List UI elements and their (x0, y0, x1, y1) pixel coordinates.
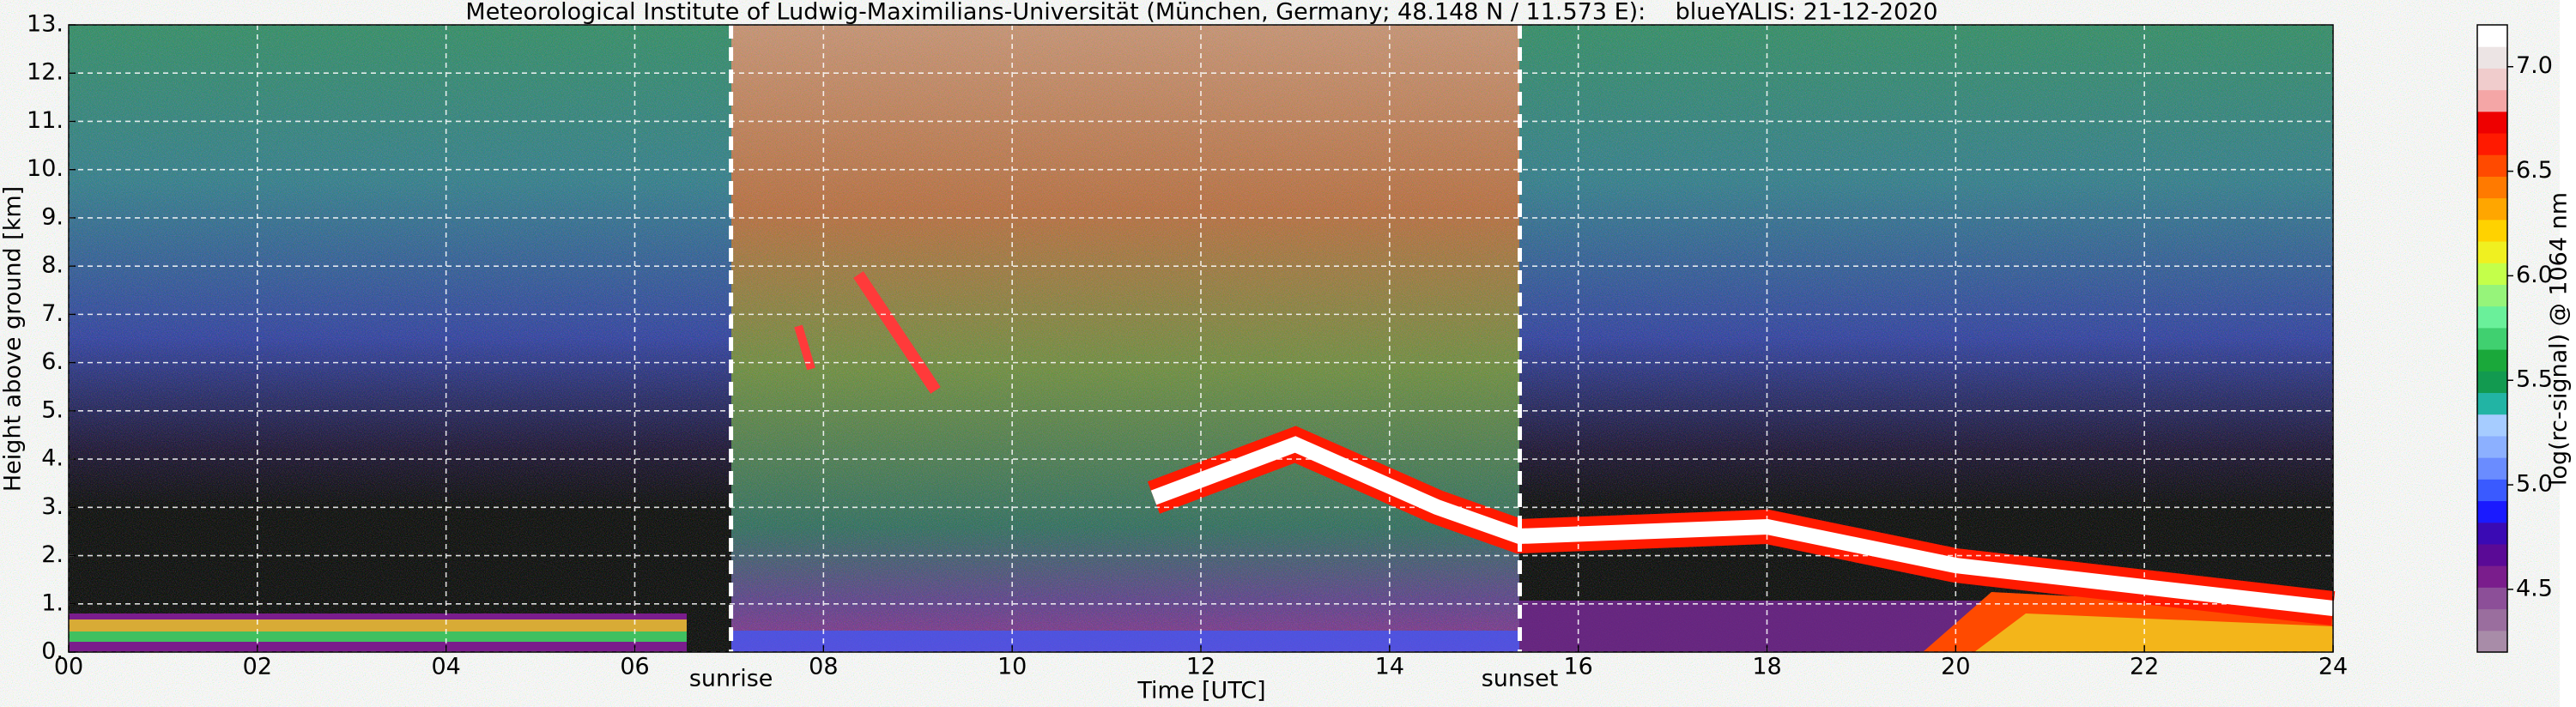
y-axis-label: Height above ground [km] (0, 186, 27, 492)
colorbar-segment (2477, 176, 2507, 199)
colorbar-segment (2477, 630, 2507, 653)
annotation-label: sunset (1482, 666, 1559, 692)
colorbar-segment (2477, 25, 2507, 47)
x-tick-label: 02 (243, 654, 272, 680)
colorbar-segment (2477, 219, 2507, 242)
colorbar-tick-label: 6.0 (2516, 262, 2553, 288)
y-tick-label: 9. (41, 203, 64, 230)
colorbar-segment (2477, 543, 2507, 566)
x-tick-label: 16 (1563, 654, 1592, 680)
x-tick-label: 24 (2318, 654, 2348, 680)
x-tick-label: 18 (1752, 654, 1781, 680)
y-tick-label: 4. (41, 445, 64, 472)
colorbar-segment (2477, 154, 2507, 177)
y-tick-label: 1. (41, 589, 64, 616)
annotation-label: sunrise (689, 666, 773, 692)
colorbar-segment (2477, 349, 2507, 372)
x-tick-label: 22 (2130, 654, 2159, 680)
colorbar-segment (2477, 111, 2507, 134)
y-tick-label: 6. (41, 348, 64, 375)
chart-title: Meteorological Institute of Ludwig-Maxim… (465, 0, 1937, 26)
x-tick-label: 14 (1375, 654, 1404, 680)
colorbar-label: log(rc-signal) @ 1064 nm (2546, 192, 2573, 486)
colorbar-segment (2477, 305, 2507, 329)
y-tick-label: 11. (27, 107, 64, 134)
plot-frame (68, 24, 2334, 653)
colorbar-segment (2477, 500, 2507, 523)
x-tick-label: 06 (620, 654, 649, 680)
y-tick-label: 3. (41, 493, 64, 520)
colorbar-tick-label: 5.5 (2516, 366, 2553, 393)
y-tick-label: 5. (41, 396, 64, 423)
colorbar-segment (2477, 479, 2507, 502)
colorbar-segment (2477, 608, 2507, 631)
colorbar-segment (2477, 414, 2507, 437)
y-tick-label: 2. (41, 541, 64, 568)
colorbar-segment (2477, 46, 2507, 69)
colorbar-segment (2477, 68, 2507, 91)
colorbar-segment (2477, 565, 2507, 588)
colorbar-segment (2477, 435, 2507, 458)
colorbar-segment (2477, 241, 2507, 263)
colorbar-segment (2477, 89, 2507, 112)
colorbar-segment (2477, 371, 2507, 394)
colorbar-segment (2477, 263, 2507, 285)
y-tick-label: 12. (27, 59, 64, 86)
y-tick-label: 8. (41, 252, 64, 279)
y-tick-label: 10. (27, 155, 64, 182)
colorbar-tick-label: 4.5 (2516, 575, 2553, 601)
colorbar-segment (2477, 587, 2507, 610)
colorbar-tick-label: 7.0 (2516, 52, 2553, 79)
y-tick-label: 13. (27, 11, 64, 38)
x-tick-label: 20 (1941, 654, 1970, 680)
y-tick-label: 7. (41, 300, 64, 327)
colorbar-segment (2477, 457, 2507, 480)
x-tick-label: 08 (809, 654, 838, 680)
colorbar-segment (2477, 522, 2507, 545)
y-tick-label: 0. (41, 638, 64, 665)
x-axis-label: Time [UTC] (1136, 678, 1265, 704)
colorbar-segment (2477, 327, 2507, 350)
colorbar-frame (2476, 24, 2508, 653)
colorbar-tick-label: 6.5 (2516, 157, 2553, 184)
colorbar-segment (2477, 133, 2507, 155)
colorbar-segment (2477, 392, 2507, 415)
x-tick-label: 00 (54, 654, 83, 680)
colorbar-tick-label: 5.0 (2516, 471, 2553, 498)
x-tick-label: 12 (1186, 654, 1215, 680)
colorbar-segment (2477, 284, 2507, 307)
x-tick-label: 10 (997, 654, 1027, 680)
x-tick-label: 04 (431, 654, 460, 680)
colorbar-segment (2477, 197, 2507, 221)
